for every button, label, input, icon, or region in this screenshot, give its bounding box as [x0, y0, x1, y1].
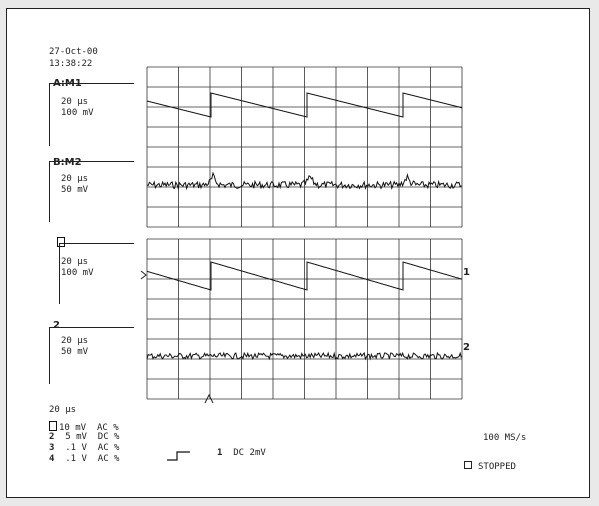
channel-box-icon [57, 237, 65, 247]
ch3-coupling: AC % [97, 443, 120, 453]
trace-a-scale: 100 mV [61, 108, 94, 118]
trace-1-bracket [59, 243, 134, 304]
trace-1-timebase: 20 µs [61, 257, 89, 267]
acq-time: 13:38:22 [49, 59, 93, 69]
trace-2-scale: 50 mV [61, 347, 89, 357]
trace-a-bracket [49, 83, 134, 146]
sample-rate: 100 MS/s [483, 433, 527, 443]
trace-2-label[interactable]: 2 [53, 320, 60, 331]
lower-graticule [146, 238, 463, 400]
trace-a-timebase: 20 µs [61, 97, 89, 107]
trace-b-timebase: 20 µs [61, 174, 89, 184]
channel-3-setting[interactable]: 3 .1 V AC % [49, 443, 119, 453]
ch1-coupling: AC % [96, 423, 119, 433]
ch4-num: 4 [49, 454, 55, 464]
ch1-marker: 1 [463, 267, 470, 278]
ch2-num: 2 [49, 432, 55, 442]
trigger-setting[interactable]: 1 DC 2mV [217, 448, 266, 458]
channel-1-setting[interactable]: 10 mV AC % [49, 421, 119, 433]
waveform-m2 [146, 171, 462, 191]
scope-display [140, 66, 463, 461]
acq-state[interactable]: STOPPED [464, 461, 516, 472]
acq-date: 27-Oct-00 [49, 47, 98, 57]
waveform-m1 [146, 92, 463, 118]
trace-2-bracket [49, 327, 134, 384]
trigger-level: DC 2mV [233, 448, 266, 458]
scope-screen: 27-Oct-00 13:38:22 A:M1 20 µs 100 mV B:M… [6, 8, 590, 498]
ch4-coupling: AC % [97, 454, 120, 464]
ch4-volts: .1 V [65, 454, 87, 464]
upper-graticule [146, 66, 463, 228]
trace-2-timebase: 20 µs [61, 336, 89, 346]
ch2-volts: 5 mV [65, 432, 87, 442]
trace-a-label[interactable]: A:M1 [53, 78, 82, 89]
ch1-ground-marker [140, 270, 147, 280]
trigger-channel: 1 [217, 448, 223, 458]
waveform-ch2 [146, 351, 462, 361]
channel-1-box-icon [49, 421, 57, 431]
ch3-volts: .1 V [65, 443, 87, 453]
trigger-slope-icon [167, 451, 190, 461]
stop-square-icon [464, 461, 472, 469]
channel-2-setting[interactable]: 2 5 mV DC % [49, 432, 119, 442]
trace-1-scale: 100 mV [61, 268, 94, 278]
trace-b-scale: 50 mV [61, 185, 89, 195]
timebase-readout: 20 µs [49, 405, 77, 415]
trace-b-bracket [49, 161, 134, 222]
channel-4-setting[interactable]: 4 .1 V AC % [49, 454, 119, 464]
ch3-num: 3 [49, 443, 55, 453]
ch1-volts: 10 mV [59, 423, 87, 433]
trigger-position-arrow [204, 393, 214, 404]
ch2-marker: 2 [463, 342, 470, 353]
trace-b-label[interactable]: B:M2 [53, 157, 82, 168]
ch2-coupling: DC % [97, 432, 120, 442]
waveform-ch1 [146, 261, 463, 291]
acq-state-label: STOPPED [478, 462, 516, 472]
trace-1-label[interactable] [57, 237, 67, 249]
